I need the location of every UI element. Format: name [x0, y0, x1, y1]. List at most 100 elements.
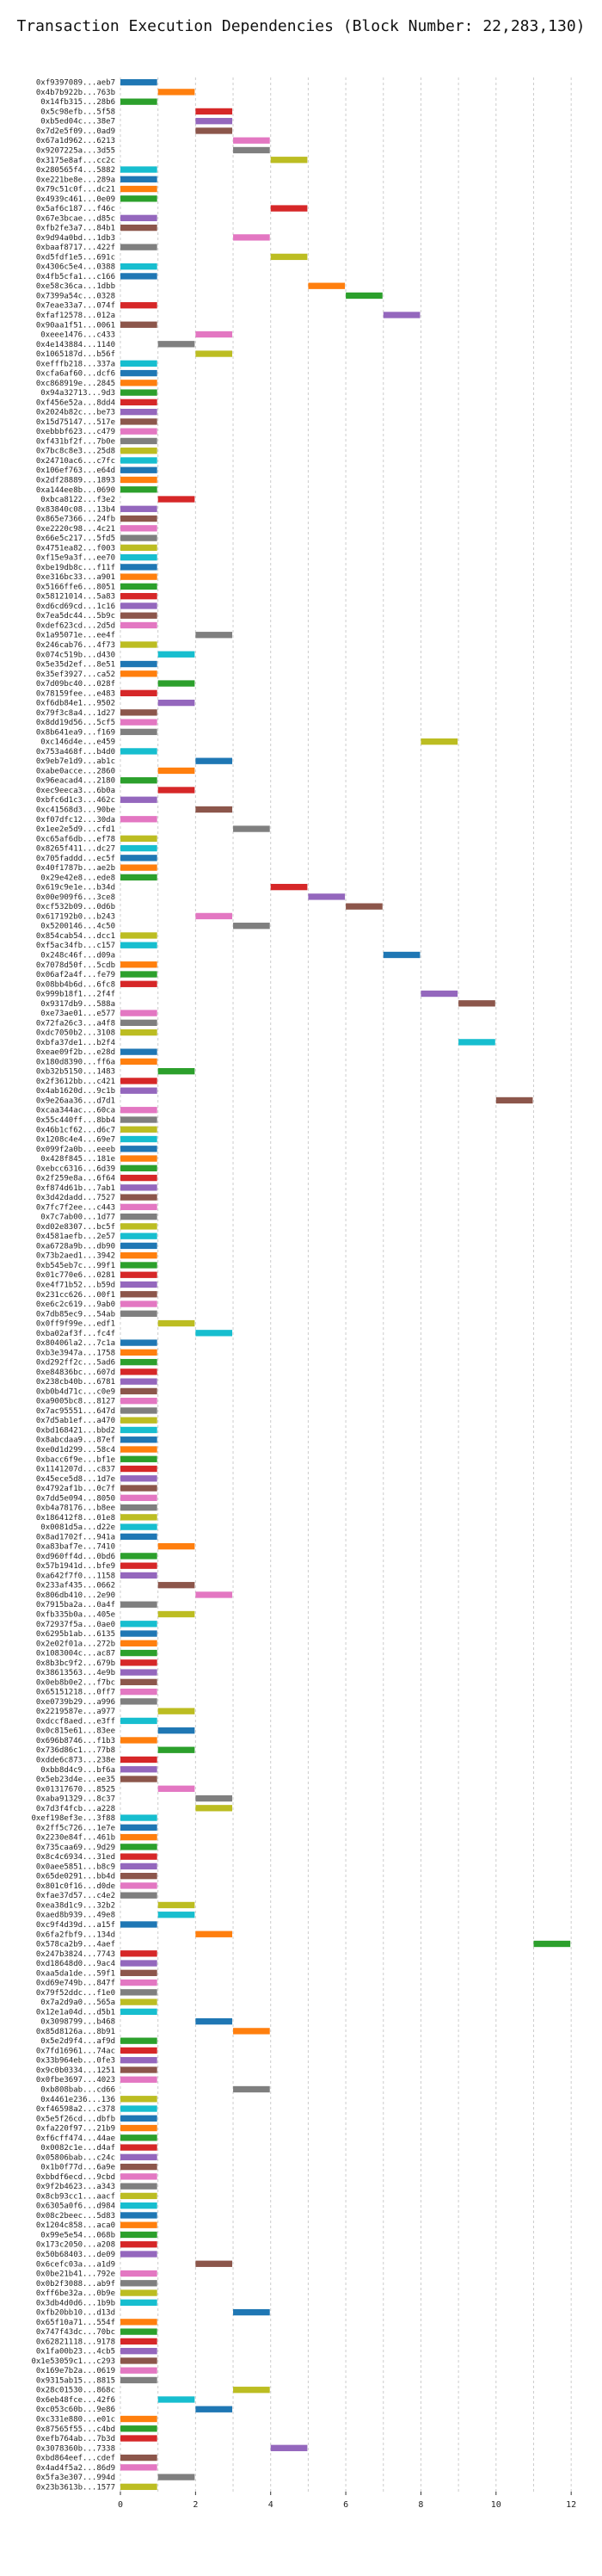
transaction-bar	[120, 2454, 157, 2462]
transaction-bar	[120, 1010, 157, 1016]
transaction-hash-label: 0xfae37d57...c4e2	[36, 1892, 115, 1900]
transaction-bar	[120, 564, 157, 571]
transaction-hash-label: 0xdde6c873...238e	[36, 1756, 115, 1764]
transaction-hash-label: 0x4792af1b...0c7f	[36, 1485, 115, 1493]
transaction-hash-label: 0x428f845...181e	[40, 1155, 115, 1164]
transaction-bar	[120, 2105, 157, 2112]
transaction-hash-label: 0xd6cd69cd...1c16	[36, 602, 115, 611]
transaction-hash-label: 0x4939c461...0e09	[36, 195, 115, 204]
transaction-bar	[120, 1164, 157, 1171]
transaction-bar	[270, 157, 308, 164]
transaction-hash-label: 0xb4a78176...b8ee	[36, 1504, 115, 1513]
transaction-hash-label: 0x35ef3927...ca52	[36, 670, 115, 679]
transaction-bar	[195, 2406, 233, 2412]
transaction-bar	[120, 1833, 157, 1841]
transaction-hash-label: 0xb5ed04c...38e7	[40, 118, 115, 127]
transaction-hash-label: 0x186412f8...01e8	[36, 1514, 115, 1523]
transaction-hash-label: 0xe2220c98...4c21	[36, 525, 115, 534]
transaction-bar	[120, 1873, 157, 1880]
transaction-hash-label: 0xbfa37de1...b2f4	[36, 1039, 115, 1047]
transaction-bar	[120, 273, 157, 280]
transaction-bar	[120, 1174, 157, 1182]
transaction-bar	[120, 176, 157, 182]
transaction-hash-label: 0x7ea5dc44...5b9c	[36, 612, 115, 621]
transaction-hash-label: 0x8b641ea9...f169	[36, 728, 115, 737]
transaction-hash-label: 0x8265f411...dc27	[36, 845, 115, 854]
transaction-hash-label: 0x8c4c6934...31ed	[36, 1853, 115, 1862]
transaction-bar	[120, 2163, 157, 2171]
transaction-hash-label: 0xaba91329...8c37	[36, 1795, 115, 1804]
transaction-bar	[120, 1630, 157, 1637]
transaction-hash-label: 0x01317670...8525	[36, 1785, 115, 1794]
transaction-hash-label: 0x9315ab15...8815	[36, 2376, 115, 2385]
transaction-bar	[195, 632, 233, 639]
transaction-bar	[120, 1223, 157, 1230]
transaction-hash-label: 0xeae09f2b...e28d	[36, 1048, 115, 1057]
transaction-bar	[120, 1078, 157, 1084]
transaction-bar	[120, 476, 157, 484]
transaction-bar	[346, 903, 383, 910]
transaction-hash-label: 0x099f2a0b...eeeb	[36, 1146, 115, 1154]
transaction-bar	[346, 292, 383, 300]
transaction-hash-label: 0x06af2a4f...fe79	[36, 971, 115, 979]
transaction-hash-label: 0x180d8390...ff6a	[36, 1058, 115, 1066]
transaction-bar	[120, 1126, 157, 1133]
transaction-hash-label: 0xf5ac34fb...c157	[36, 942, 115, 950]
transaction-hash-label: 0xdccf8aed...e3ff	[36, 1717, 115, 1726]
transaction-hash-label: 0x7915ba2a...0a4f	[36, 1601, 115, 1609]
transaction-hash-label: 0xe0d1d299...58c4	[36, 1446, 115, 1455]
transaction-hash-label: 0x3175e8af...cc2c	[36, 157, 115, 165]
transaction-bar	[120, 2183, 157, 2190]
transaction-hash-label: 0x7db85ec9...54ab	[36, 1310, 115, 1319]
transaction-bar	[233, 2085, 270, 2093]
transaction-bar	[120, 1756, 157, 1764]
transaction-hash-label: 0x696b8746...f1b3	[36, 1737, 115, 1745]
transaction-bar	[157, 341, 195, 348]
transaction-bar	[120, 1863, 157, 1870]
transaction-hash-label: 0x67e3bcae...d85c	[36, 214, 115, 223]
transaction-bar	[233, 146, 270, 154]
transaction-hash-label: 0x173c2050...a208	[36, 2241, 115, 2250]
transaction-bar	[120, 408, 157, 416]
transaction-hash-label: 0x8dd19d56...5cf5	[36, 719, 115, 727]
transaction-bar	[157, 1708, 195, 1714]
transaction-hash-label: 0x66e5c217...5fd5	[36, 534, 115, 543]
transaction-bar	[157, 1727, 195, 1734]
transaction-bar	[120, 1029, 157, 1036]
transaction-hash-label: 0x0be21b41...792e	[36, 2270, 115, 2279]
transaction-hash-label: 0x5e35d2ef...8e51	[36, 661, 115, 670]
transaction-hash-label: 0x83840c08...13b4	[36, 505, 115, 514]
transaction-hash-label: 0x1ee2e5d9...cfd1	[36, 825, 115, 834]
transaction-bar	[120, 1252, 157, 1259]
transaction-bar	[157, 2396, 195, 2403]
transaction-hash-label: 0xbca8122...f3e2	[40, 496, 115, 504]
x-axis-ticks: 0 2 4 6 8 10 12	[118, 2492, 576, 2510]
transaction-bar	[120, 1844, 157, 1850]
transaction-bar	[120, 2270, 157, 2277]
transaction-bar	[157, 1901, 195, 1909]
transaction-hash-label: 0x0082c1e...d4af	[40, 2144, 115, 2153]
transaction-bar	[120, 448, 157, 454]
transaction-bar	[120, 2202, 157, 2209]
transaction-bar	[120, 1417, 157, 1424]
transaction-bar	[120, 2319, 157, 2326]
transaction-bar	[383, 951, 421, 959]
transaction-bar	[195, 1591, 233, 1598]
transaction-hash-label: 0xbd864eef...cdef	[36, 2455, 115, 2463]
transaction-hash-label: 0xea38d1c9...32b2	[36, 1901, 115, 1910]
transaction-hash-label: 0xb3e3947a...1758	[36, 1349, 115, 1357]
transaction-hash-label: 0x58121014...5a83	[36, 593, 115, 602]
transaction-hash-label: 0x65151218...0ff7	[36, 1689, 115, 1697]
transaction-bar	[120, 1387, 157, 1395]
transaction-hash-label: 0xf456e52a...8dd4	[36, 398, 115, 407]
transaction-hash-label: 0x3098799...b468	[40, 2018, 115, 2027]
transaction-hash-label: 0x55c440ff...8bb4	[36, 1116, 115, 1125]
transaction-hash-label: 0x6eb48fce...42f6	[36, 2396, 115, 2405]
transaction-hash-label: 0x6295b1ab...6135	[36, 1630, 115, 1639]
transaction-hash-label: 0x7d3f4fcb...a228	[36, 1805, 115, 1813]
transaction-bar	[157, 699, 195, 707]
transaction-hash-label: 0x735caa69...9d29	[36, 1844, 115, 1852]
transaction-hash-label: 0xaed8b939...49e8	[36, 1912, 115, 1920]
transaction-bar	[157, 2474, 195, 2480]
